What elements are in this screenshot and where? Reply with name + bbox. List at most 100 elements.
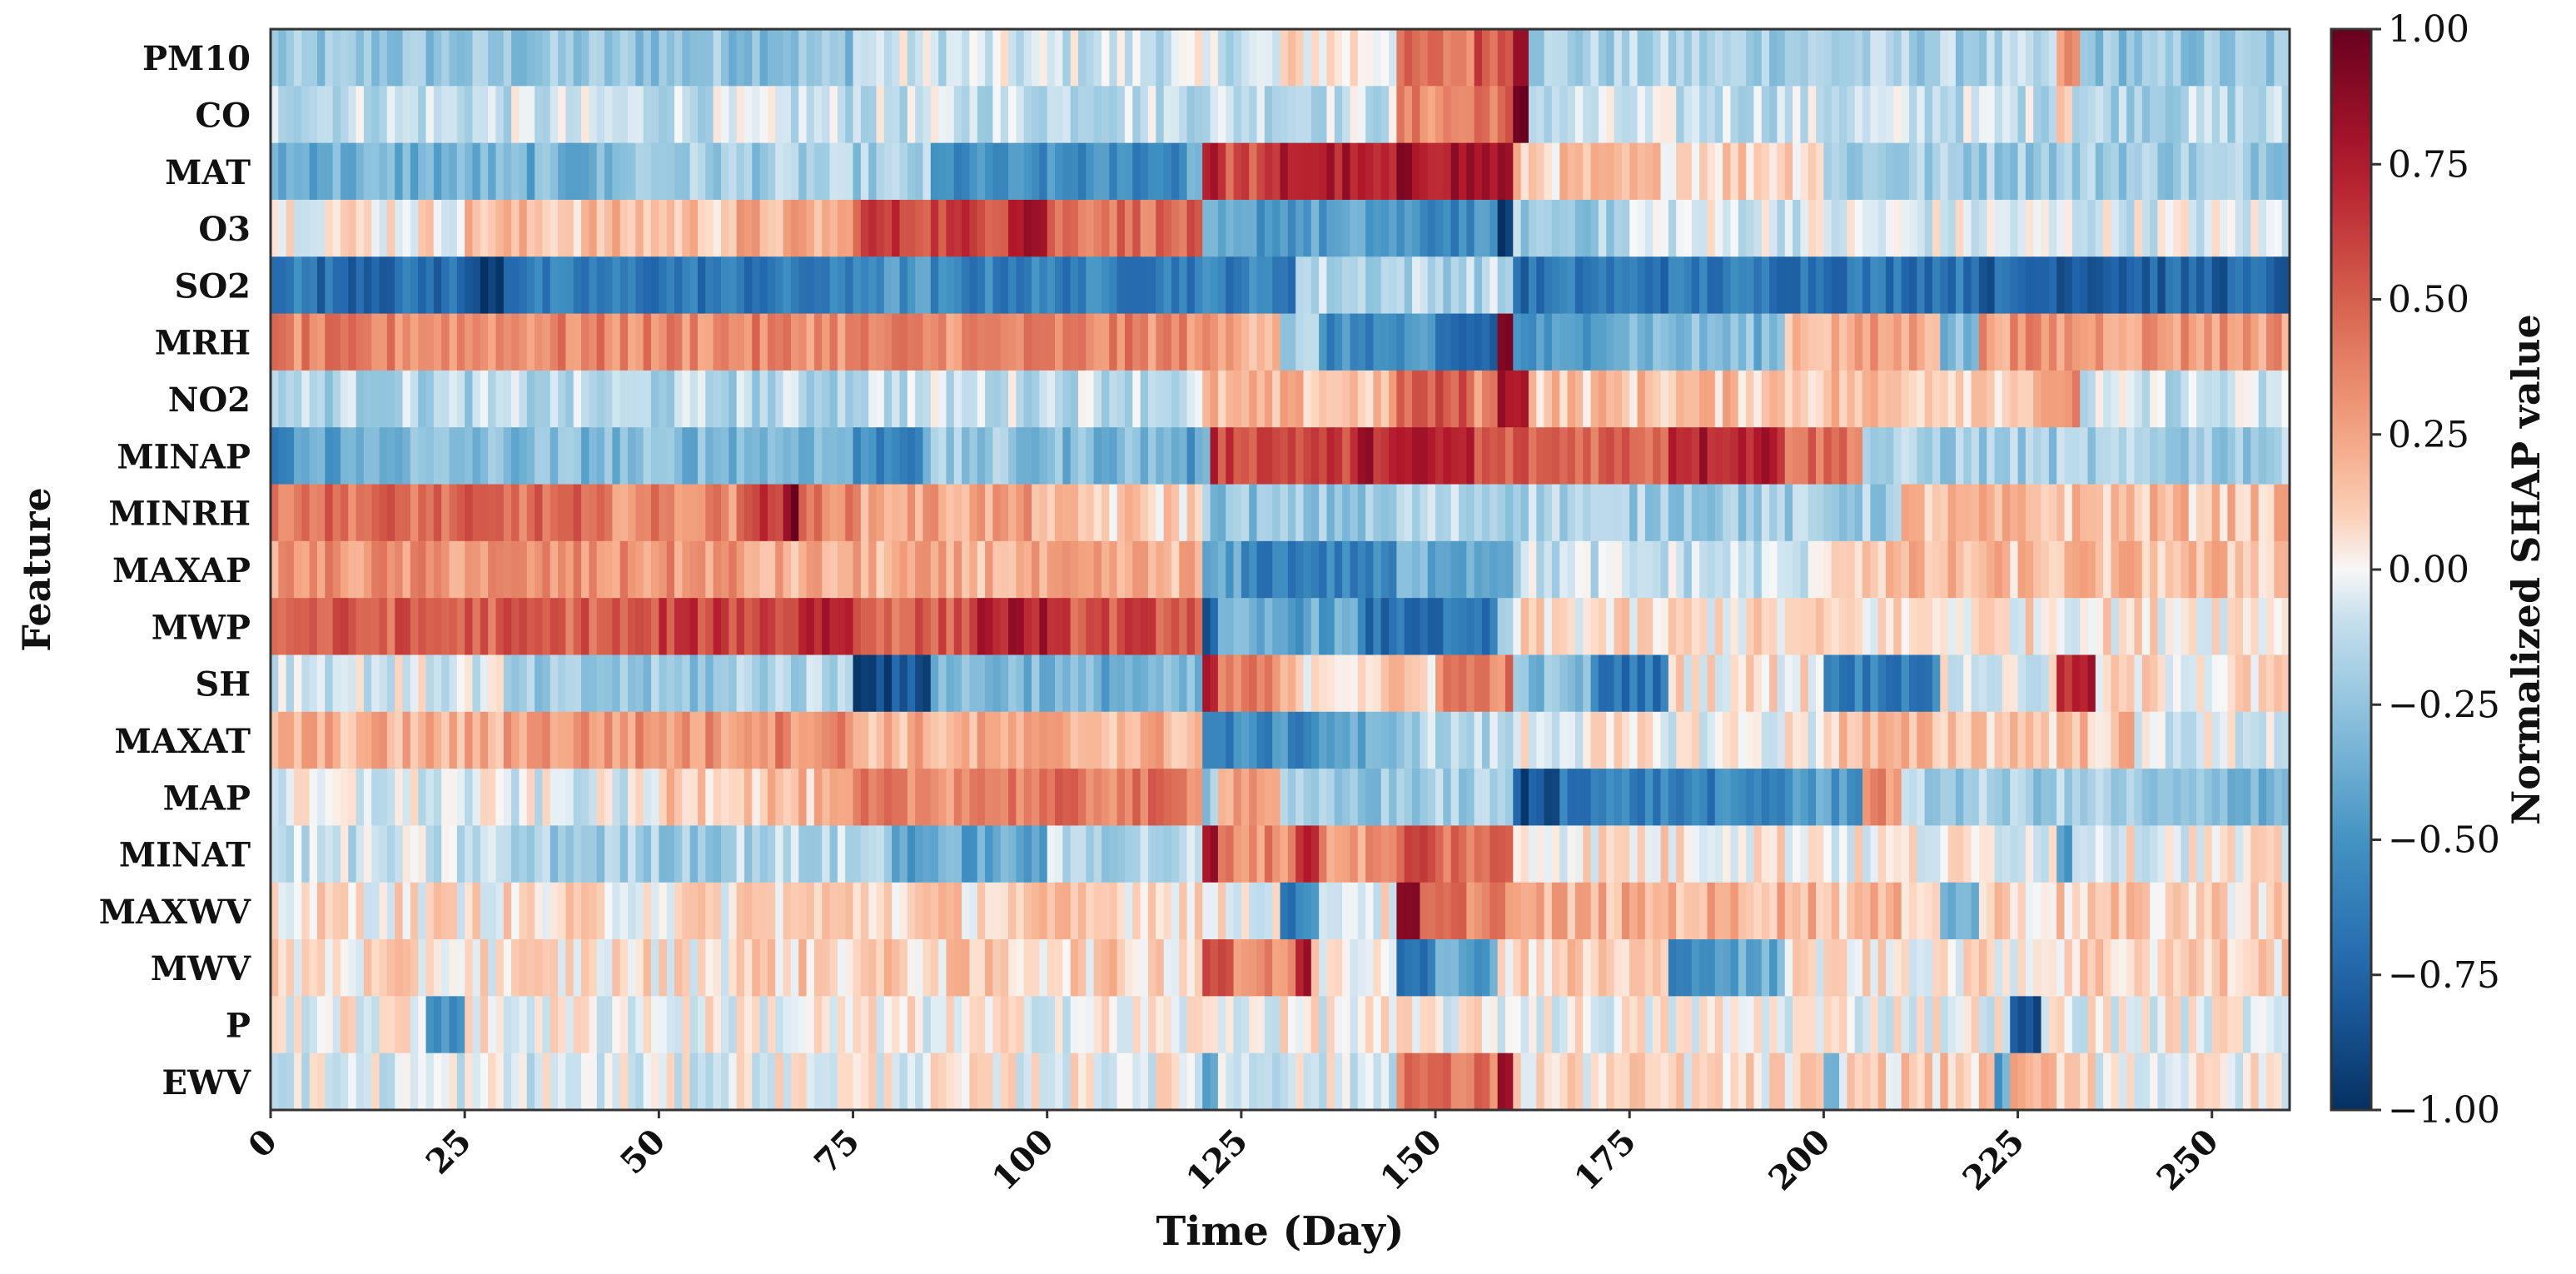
- heat-cell: [930, 769, 939, 827]
- heat-cell: [1839, 711, 1847, 769]
- heat-cell: [790, 598, 799, 656]
- heat-cell: [2250, 825, 2260, 883]
- heat-cell: [883, 484, 893, 542]
- heat-cell: [581, 142, 590, 201]
- heat-cell: [892, 142, 901, 201]
- heat-cell: [596, 370, 605, 428]
- heat-cell: [1862, 427, 1871, 485]
- heat-cell: [1047, 996, 1056, 1054]
- heat-cell: [581, 996, 590, 1054]
- heat-cell: [992, 370, 1002, 428]
- heat-cell: [860, 199, 869, 257]
- heat-cell: [2274, 598, 2283, 656]
- heat-cell: [783, 598, 792, 656]
- heat-cell: [767, 427, 776, 485]
- heat-cell: [1482, 370, 1490, 428]
- heat-cell: [1551, 540, 1560, 599]
- heat-cell: [1078, 484, 1087, 542]
- heat-cell: [371, 86, 380, 144]
- heat-cell: [1520, 142, 1529, 201]
- heat-cell: [495, 996, 505, 1054]
- heat-cell: [705, 256, 714, 315]
- heat-cell: [705, 769, 714, 827]
- heat-cell: [899, 882, 908, 940]
- feature-label: P: [226, 1007, 251, 1046]
- heat-cell: [1132, 996, 1141, 1054]
- heat-cell: [1000, 598, 1009, 656]
- heat-cell: [798, 142, 808, 201]
- heat-cell: [1186, 313, 1196, 371]
- heat-cell: [2041, 484, 2050, 542]
- heat-cell: [969, 256, 978, 315]
- heat-cell: [860, 29, 869, 87]
- heat-cell: [1707, 370, 1716, 428]
- heat-cell: [2250, 142, 2260, 201]
- heat-cell: [2071, 882, 2081, 940]
- heat-cell: [1086, 1053, 1095, 1111]
- heat-cell: [550, 540, 559, 599]
- heat-cell: [1357, 427, 1366, 485]
- heat-cell: [1202, 1053, 1211, 1111]
- heat-cell: [488, 769, 497, 827]
- heat-cell: [293, 370, 302, 428]
- heat-cell: [565, 1053, 574, 1111]
- heat-cell: [1917, 882, 1926, 940]
- heat-cell: [379, 484, 388, 542]
- heat-cell: [348, 996, 357, 1054]
- heat-cell: [1606, 427, 1615, 485]
- heat-cell: [612, 313, 621, 371]
- heat-cell: [892, 484, 901, 542]
- heat-cell: [519, 142, 528, 201]
- heat-cell: [1691, 313, 1700, 371]
- heat-cell: [2111, 711, 2120, 769]
- heat-cell: [1249, 313, 1258, 371]
- heat-cell: [2025, 540, 2034, 599]
- heat-cell: [1932, 86, 1941, 144]
- heat-cell: [752, 199, 761, 257]
- heat-cell: [2080, 313, 2089, 371]
- heat-cell: [1644, 370, 1654, 428]
- heat-cell: [1847, 256, 1856, 315]
- heat-cell: [783, 711, 792, 769]
- heat-cell: [1559, 370, 1569, 428]
- heat-cell: [1629, 484, 1639, 542]
- heat-cell: [309, 427, 318, 485]
- heat-cell: [2126, 598, 2136, 656]
- heat-cell: [356, 598, 365, 656]
- heat-cell: [1186, 769, 1196, 827]
- heat-cell: [1459, 711, 1467, 769]
- heat-cell: [752, 427, 761, 485]
- heat-cell: [2274, 427, 2283, 485]
- heat-cell: [775, 825, 784, 883]
- heat-cell: [1862, 313, 1871, 371]
- heat-cell: [1746, 199, 1755, 257]
- heat-cell: [1389, 769, 1398, 827]
- heat-cell: [697, 427, 706, 485]
- heat-cell: [2220, 882, 2228, 940]
- heat-cell: [1831, 1053, 1840, 1111]
- heat-cell: [410, 654, 419, 713]
- heat-cell: [1373, 598, 1382, 656]
- heat-cell: [2235, 540, 2244, 599]
- heat-cell: [752, 654, 761, 713]
- heat-cell: [1459, 199, 1467, 257]
- heat-cell: [1598, 1053, 1607, 1111]
- heat-cell: [1194, 313, 1203, 371]
- heat-cell: [1093, 142, 1102, 201]
- heat-cell: [2118, 769, 2127, 827]
- heat-cell: [1016, 29, 1025, 87]
- heat-cell: [1310, 86, 1320, 144]
- heat-cell: [922, 996, 932, 1054]
- heat-cell: [1947, 882, 1957, 940]
- heat-cell: [1373, 29, 1382, 87]
- heat-cell: [783, 313, 792, 371]
- heat-cell: [433, 142, 442, 201]
- heat-cell: [938, 882, 947, 940]
- heat-cell: [1482, 996, 1490, 1054]
- heat-cell: [1326, 882, 1335, 940]
- heat-cell: [1746, 939, 1755, 997]
- heat-cell: [946, 256, 955, 315]
- heat-cell: [1839, 427, 1847, 485]
- heat-cell: [511, 1053, 520, 1111]
- heat-cell: [1217, 711, 1226, 769]
